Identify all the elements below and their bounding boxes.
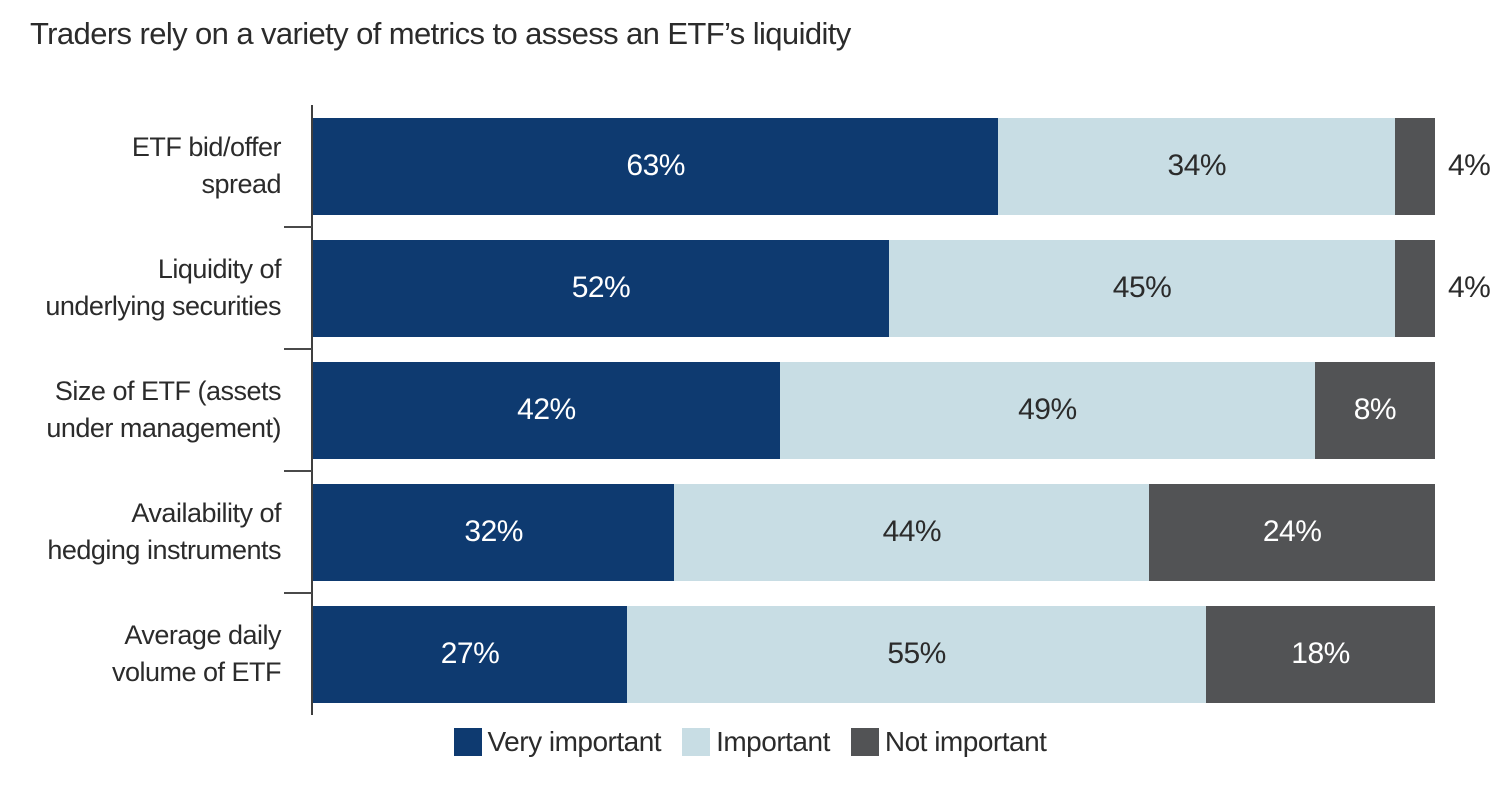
y-axis-line	[311, 105, 313, 715]
category-label: Average daily volume of ETF	[0, 617, 313, 691]
bar-segment-very-important: 32%	[313, 483, 675, 581]
category-label-line: spread	[201, 169, 281, 199]
legend-swatch	[453, 728, 482, 756]
legend: Very important Important Not important	[0, 726, 1500, 758]
category-label-line: volume of ETF	[111, 657, 282, 687]
stacked-bar: 63% 34%	[313, 117, 1435, 215]
bar-segment-very-important: 42%	[313, 361, 780, 459]
legend-swatch	[682, 728, 711, 756]
category-label-line: Average daily	[124, 620, 281, 650]
bar-row-liquidity-of-underlying-securi: Liquidity of underlying securities 52% 45% 4…	[0, 227, 1500, 349]
bar-segment-very-important: 63%	[313, 117, 999, 215]
value-label: 52%	[571, 271, 631, 304]
outside-value-label: 4%	[1448, 149, 1491, 182]
value-label: 49%	[1018, 393, 1077, 426]
bar-segment-not-important: 18%	[1206, 605, 1435, 703]
stacked-bar: 42% 49% 8%	[313, 361, 1435, 459]
category-tick	[284, 226, 312, 228]
value-label: 24%	[1262, 515, 1322, 548]
bar-segment-important: 55%	[627, 605, 1207, 703]
category-tick	[284, 592, 312, 594]
category-label-line: underlying securities	[45, 291, 281, 321]
category-label-line: Liquidity of	[157, 254, 282, 284]
legend-item-very-important: Very important	[453, 726, 662, 758]
legend-label: Very important	[487, 726, 662, 757]
value-label: 42%	[517, 393, 576, 426]
bar-row-average-daily-volume-of-etf: Average daily volume of ETF 27% 55% 18%	[0, 593, 1500, 715]
stacked-bar: 27% 55% 18%	[313, 605, 1435, 703]
category-label-line: Size of ETF (assets	[54, 376, 282, 406]
bar-segment-important: 34%	[998, 117, 1396, 215]
value-label: 63%	[626, 149, 685, 182]
value-label: 55%	[887, 637, 946, 670]
category-label-line: under management)	[46, 413, 281, 443]
stacked-bar: 52% 45%	[313, 239, 1435, 337]
outside-value-label: 4%	[1448, 271, 1491, 304]
value-label: 8%	[1353, 393, 1397, 426]
bar-row-etf-bid-offer-spread: ETF bid/offer spread 63% 34% 4%	[0, 105, 1500, 227]
value-label: 34%	[1167, 149, 1227, 182]
legend-label: Not important	[884, 726, 1047, 757]
category-label: ETF bid/offer spread	[0, 129, 313, 203]
bar-rows: ETF bid/offer spread 63% 34% 4% Liquidity of u…	[0, 105, 1500, 715]
bar-segment-important: 44%	[674, 483, 1150, 581]
bar-segment-very-important: 27%	[313, 605, 628, 703]
legend-label: Important	[716, 726, 830, 757]
value-label: 27%	[440, 637, 500, 670]
bar-segment-not-important: 24%	[1149, 483, 1435, 581]
category-tick	[284, 348, 312, 350]
legend-swatch	[850, 728, 879, 756]
value-label: 45%	[1112, 271, 1172, 304]
bar-segment-not-important: 8%	[1314, 361, 1435, 459]
legend-item-not-important: Not important	[850, 726, 1047, 758]
value-label: 18%	[1291, 637, 1350, 670]
chart-title: Traders rely on a variety of metrics to …	[30, 16, 851, 51]
category-label: Size of ETF (assets under management)	[0, 373, 313, 447]
bar-segment-not-important	[1395, 117, 1435, 215]
plot-area: ETF bid/offer spread 63% 34% 4% Liquidity of u…	[0, 105, 1500, 715]
category-label-line: hedging instruments	[47, 535, 281, 565]
category-label-line: Availability of	[131, 498, 281, 528]
category-label-line: ETF bid/offer	[131, 132, 282, 162]
bar-segment-important: 45%	[888, 239, 1396, 337]
legend-item-important: Important	[682, 726, 830, 758]
bar-segment-important: 49%	[779, 361, 1315, 459]
value-label: 32%	[464, 515, 523, 548]
bar-row-availability-of-hedging-instru: Availability of hedging instruments 32% 44%…	[0, 471, 1500, 593]
category-tick	[284, 470, 312, 472]
category-label: Availability of hedging instruments	[0, 495, 313, 569]
bar-row-size-of-etf-assets-under-manag: Size of ETF (assets under management) 42% 4…	[0, 349, 1500, 471]
bar-segment-very-important: 52%	[313, 239, 889, 337]
stacked-bar: 32% 44% 24%	[313, 483, 1435, 581]
category-label: Liquidity of underlying securities	[0, 251, 313, 325]
bar-segment-not-important	[1395, 239, 1435, 337]
value-label: 44%	[882, 515, 942, 548]
